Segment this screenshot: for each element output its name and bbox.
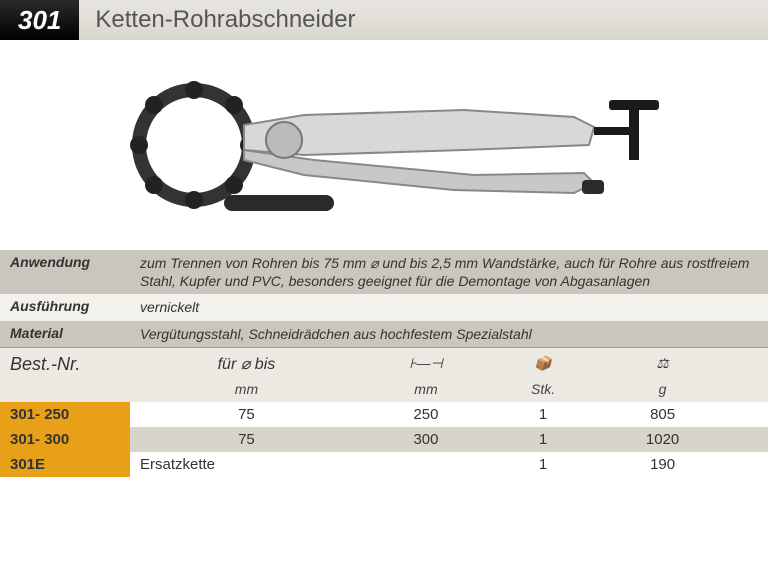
spec-label: Anwendung — [0, 250, 130, 294]
table-row: 301- 300 75 300 1 1020 — [0, 427, 768, 452]
cell-note: Ersatzkette — [130, 452, 363, 477]
cell-length — [363, 452, 489, 477]
cell-pieces: 1 — [489, 452, 597, 477]
product-image-area — [0, 40, 768, 250]
spec-label: Ausführung — [0, 294, 130, 320]
header-bar: 301 Ketten-Rohrabschneider — [0, 0, 768, 40]
col-length: ⊦—⊣ — [363, 347, 489, 381]
cell-length: 250 — [363, 402, 489, 427]
col-diameter: für ⌀ bis — [130, 347, 363, 381]
product-title: Ketten-Rohrabschneider — [79, 0, 371, 40]
spec-label: Material — [0, 321, 130, 348]
unit-stk: Stk. — [489, 381, 597, 402]
unit-mm: mm — [363, 381, 489, 402]
cell-pieces: 1 — [489, 402, 597, 427]
cell-pieces: 1 — [489, 427, 597, 452]
table-row: 301- 250 75 250 1 805 — [0, 402, 768, 427]
col-order-no: Best.-Nr. — [0, 347, 130, 381]
part-number: 301- 250 — [0, 402, 130, 427]
spec-row-anwendung: Anwendung zum Trennen von Rohren bis 75 … — [0, 250, 768, 294]
scale-icon: ⚖ — [656, 355, 669, 371]
part-number: 301E — [0, 452, 130, 477]
unit-mm: mm — [130, 381, 363, 402]
cell-weight: 190 — [597, 452, 728, 477]
product-number: 301 — [0, 0, 79, 40]
table-row: 301E Ersatzkette 1 190 — [0, 452, 768, 477]
unit-g: g — [597, 381, 728, 402]
col-pieces: 📦 — [489, 347, 597, 381]
cell-length: 300 — [363, 427, 489, 452]
data-header-row: Best.-Nr. für ⌀ bis ⊦—⊣ 📦 ⚖ — [0, 347, 768, 381]
cell-diameter: 75 — [130, 427, 363, 452]
part-number: 301- 300 — [0, 427, 130, 452]
length-icon: ⊦—⊣ — [409, 355, 442, 371]
spec-value: vernickelt — [130, 294, 768, 320]
spec-row-material: Material Vergütungsstahl, Schneidrädchen… — [0, 321, 768, 348]
spec-value: zum Trennen von Rohren bis 75 mm ⌀ und b… — [130, 250, 768, 294]
spec-row-ausfuehrung: Ausführung vernickelt — [0, 294, 768, 320]
col-weight: ⚖ — [597, 347, 728, 381]
tool-illustration — [104, 55, 664, 235]
box-icon: 📦 — [534, 355, 551, 371]
cell-weight: 805 — [597, 402, 728, 427]
cell-diameter: 75 — [130, 402, 363, 427]
cell-weight: 1020 — [597, 427, 728, 452]
spec-value: Vergütungsstahl, Schneidrädchen aus hoch… — [130, 321, 768, 348]
spec-table: Anwendung zum Trennen von Rohren bis 75 … — [0, 250, 768, 477]
data-subheader-row: mm mm Stk. g — [0, 381, 768, 402]
catalog-entry: 301 Ketten-Rohrabschneider — [0, 0, 768, 477]
